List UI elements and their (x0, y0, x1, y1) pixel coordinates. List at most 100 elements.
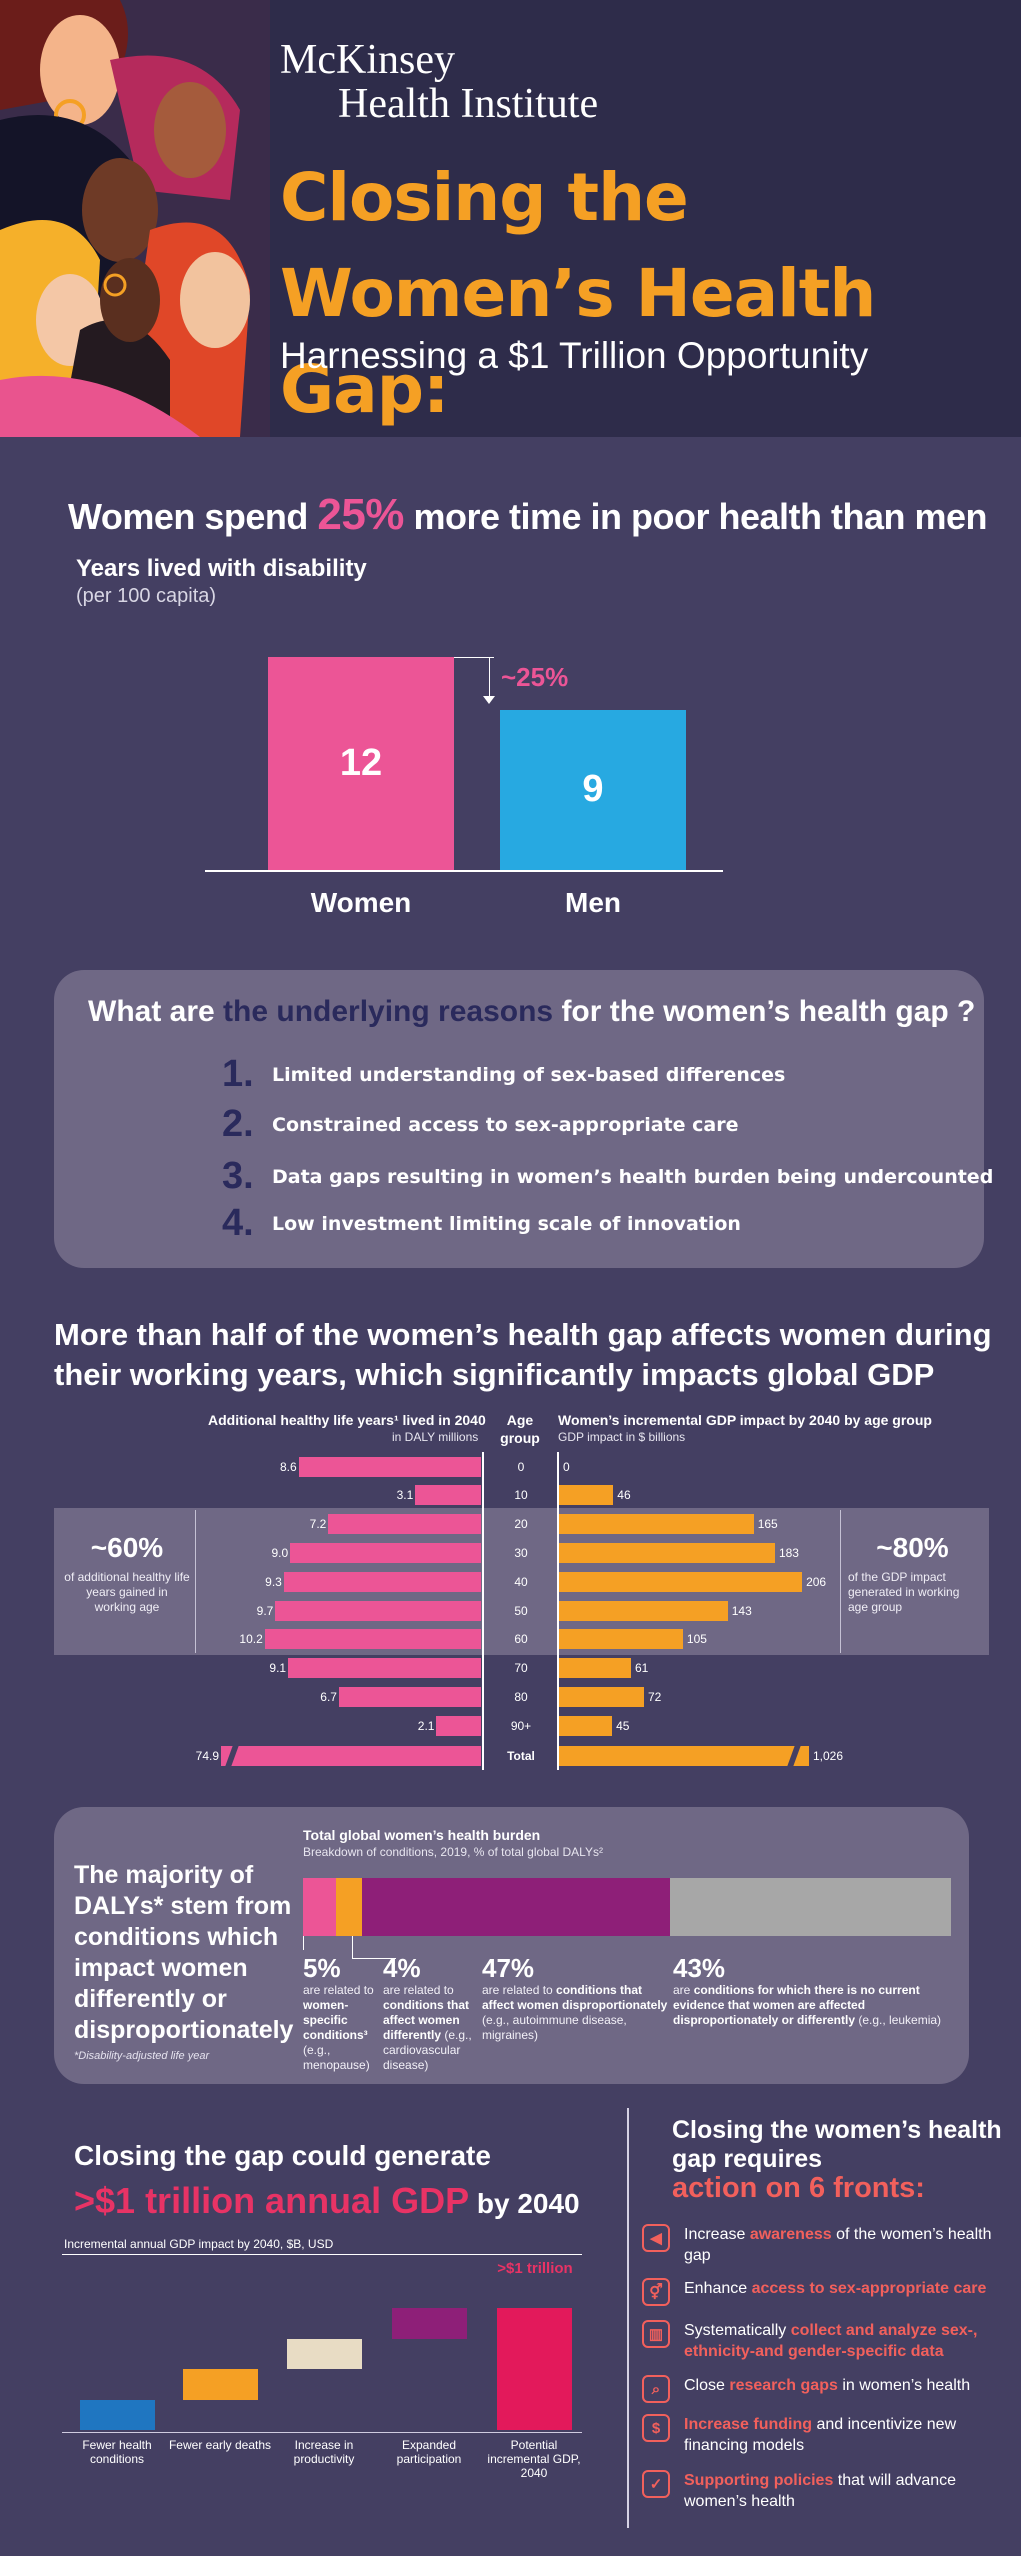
left-bar (221, 1746, 481, 1766)
reason-text: Low investment limiting scale of innovat… (272, 1212, 741, 1235)
reasons-title-post: for the women’s health gap ? (553, 995, 976, 1028)
front-text-pre: Close (684, 2377, 730, 2394)
front-text-bold: Increase funding (684, 2416, 813, 2433)
front-text-pre: Systematically (684, 2322, 791, 2339)
front-text: Supporting policies that will advance wo… (684, 2470, 1002, 2512)
band-divider-left (195, 1510, 196, 1653)
gdp-big-text: >$1 trillion annual GDP (74, 2180, 470, 2221)
age-label: 90+ (510, 1719, 532, 1733)
seg-desc-pre: are related to (482, 1983, 557, 1997)
burden-headline: The majority of DALYs* stem from conditi… (74, 1861, 294, 2044)
waterfall-bar (183, 2369, 258, 2400)
reason-num: 4. (222, 1202, 254, 1244)
right-bar-value: 183 (778, 1546, 799, 1560)
working-age-band (54, 1508, 989, 1655)
burden-footnote: *Disability-adjusted life year (74, 2050, 210, 2062)
page-title: Closing the Women’s Health Gap: (280, 159, 876, 428)
waterfall-baseline (62, 2432, 582, 2433)
left-bar (275, 1601, 481, 1621)
left-bar (264, 1629, 481, 1649)
women-profiles-illustration (0, 0, 270, 437)
working-years-title: More than half of the women’s health gap… (54, 1317, 992, 1392)
front-item: ✓ Supporting policies that will advance w… (642, 2470, 1002, 2512)
right-bar (559, 1485, 614, 1505)
right-bar-value: 143 (731, 1604, 752, 1618)
fronts-title-2: action on 6 fronts: (672, 2172, 925, 2204)
seg-desc-pre: are related to (383, 1983, 454, 1997)
age-label: 70 (514, 1661, 528, 1675)
diff-label: ~25% (501, 662, 569, 692)
bar-women: 12 (268, 657, 454, 870)
reason-text: Constrained access to sex-appropriate ca… (272, 1113, 739, 1136)
waterfall-bar (80, 2399, 155, 2430)
front-text-bold: research gaps (729, 2377, 838, 2394)
age-label: 10 (514, 1488, 528, 1502)
front-text-bold: access to sex-appropriate care (751, 2280, 987, 2297)
reasons-panel (54, 970, 984, 1268)
left-chart-header: Additional healthy life years¹ lived in … (208, 1412, 486, 1428)
front-text-pre: Increase (684, 2226, 750, 2243)
right-bar (559, 1716, 613, 1736)
gdp-total-label: >$1 trillion (497, 2260, 573, 2277)
right-bar-value: 1,026 (813, 1749, 844, 1763)
megaphone-icon: ◀ (642, 2224, 670, 2252)
bracket-line (352, 1958, 396, 1959)
reason-num: 2. (222, 1103, 254, 1145)
gdp-big-post: by 2040 (469, 2188, 580, 2219)
age-label: 50 (514, 1604, 528, 1618)
bar-men-value: 9 (582, 768, 604, 811)
seg-desc-pre: are related to (303, 1983, 374, 1997)
front-text-bold: collect and analyze sex-, ethnicity-and … (684, 2322, 978, 2360)
gender-icon: ⚥ (642, 2278, 670, 2306)
waterfall-bar (287, 2338, 362, 2370)
diff-guide (454, 657, 494, 658)
seg-desc-bold: conditions that affect women disproporti… (482, 1983, 668, 2012)
reason-item-1: 1. Limited understanding of sex-based dif… (222, 1053, 785, 1096)
right-bar (559, 1601, 728, 1621)
burden-segment (361, 1878, 670, 1936)
left-bar (338, 1687, 481, 1707)
age-label: Total (507, 1749, 535, 1763)
gdp-axis-line (62, 2254, 582, 2255)
right-bar (559, 1629, 683, 1649)
reason-item-3: 3. Data gaps resulting in women’s health … (222, 1155, 993, 1198)
right-bar-value: 45 (616, 1719, 630, 1733)
left-bar-value: 9.0 (271, 1546, 289, 1560)
brand-line2: Health Institute (338, 81, 599, 127)
burden-segment (669, 1878, 951, 1936)
seg-desc-post: (e.g., menopause) (303, 2043, 370, 2072)
left-bar (298, 1457, 481, 1477)
right-chart-sub: GDP impact in $ billions (558, 1430, 686, 1444)
age-header-1: Age (506, 1412, 534, 1428)
waterfall-label: Potential incremental GDP, 2040 (487, 2438, 581, 2480)
right-bar-value: 0 (563, 1460, 570, 1474)
segment-pct: 43% (673, 1953, 726, 1983)
right-bar (559, 1746, 809, 1766)
left-bar-value: 8.6 (279, 1460, 297, 1474)
reason-text: Data gaps resulting in women’s health bu… (272, 1165, 994, 1188)
left-bar (290, 1543, 481, 1563)
waterfall-label: Fewer health conditions (82, 2438, 152, 2466)
right-bar-value: 72 (647, 1690, 662, 1704)
reason-item-4: 4. Low investment limiting scale of innov… (222, 1202, 741, 1245)
front-text-post: and incentivize new financing models (684, 2416, 957, 2454)
bracket-line (303, 1936, 304, 1950)
disability-headline: Women spend 25% more time in poor health… (68, 490, 988, 540)
diff-arrow-line (489, 657, 490, 699)
waterfall-bar (392, 2308, 467, 2339)
age-label: 80 (514, 1690, 528, 1704)
segment-pct: 5% (303, 1953, 341, 1983)
front-item: $ Increase funding and incentivize new fi… (642, 2414, 1002, 2456)
data-icon: ▥ (642, 2320, 670, 2348)
reason-num: 1. (222, 1053, 254, 1095)
front-item: ⌕ Close research gaps in women’s health (642, 2375, 1002, 2403)
age-label: 60 (514, 1632, 528, 1646)
segment-desc: are related to conditions that affect wo… (482, 1983, 668, 2043)
burden-segment (335, 1878, 362, 1936)
callout-right-text: of the GDP impact generated in working a… (848, 1570, 960, 1614)
money-icon: $ (642, 2414, 670, 2442)
reason-num: 3. (222, 1155, 254, 1197)
left-bar-value: 3.1 (396, 1488, 414, 1502)
axis-left (482, 1452, 484, 1770)
fronts-title-1: Closing the women’s health gap requires (672, 2116, 1002, 2173)
